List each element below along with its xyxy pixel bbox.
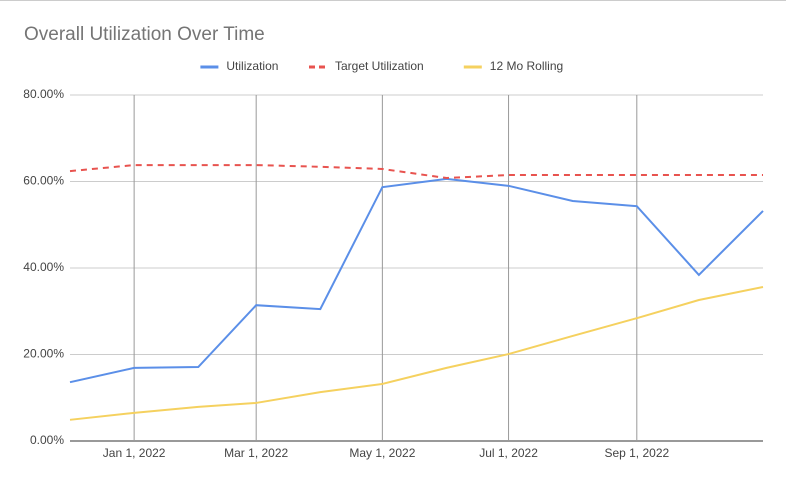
x-tick-label: Jul 1, 2022 [479, 446, 538, 460]
y-tick-label: 40.00% [23, 260, 64, 274]
y-tick-label: 80.00% [23, 87, 64, 101]
legend-label: 12 Mo Rolling [490, 59, 563, 73]
legend-label: Target Utilization [335, 59, 424, 73]
series-line [69, 164, 763, 180]
y-tick-label: 60.00% [23, 174, 64, 188]
x-tick-label: May 1, 2022 [349, 446, 415, 460]
series-line [69, 286, 764, 421]
y-tick-label: 20.00% [23, 347, 64, 361]
series-line [69, 177, 764, 384]
y-tick-label: 0.00% [30, 433, 64, 447]
x-tick-label: Sep 1, 2022 [604, 446, 669, 460]
x-tick-label: Mar 1, 2022 [224, 446, 288, 460]
x-tick-label: Jan 1, 2022 [103, 446, 166, 460]
legend-label: Utilization [226, 59, 278, 73]
chart-title: Overall Utilization Over Time [24, 24, 265, 45]
